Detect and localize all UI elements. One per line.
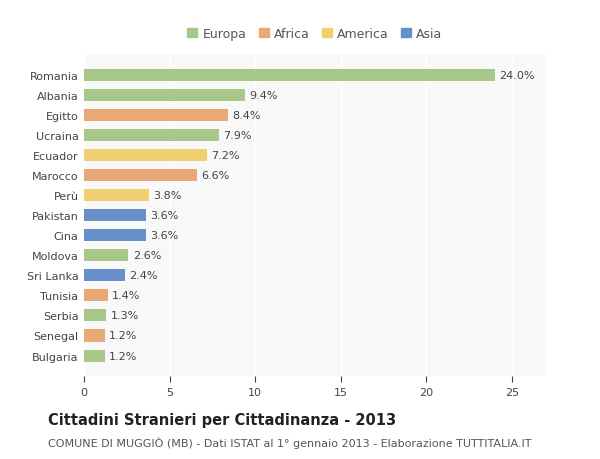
Text: 1.2%: 1.2%	[109, 331, 137, 341]
Bar	[84, 190, 149, 202]
Bar	[84, 210, 146, 222]
Bar	[84, 170, 197, 182]
Bar	[84, 130, 219, 142]
Bar	[84, 90, 245, 102]
Text: 24.0%: 24.0%	[499, 71, 535, 81]
Text: 7.2%: 7.2%	[211, 151, 240, 161]
Text: 3.6%: 3.6%	[150, 231, 178, 241]
Bar	[84, 350, 104, 362]
Bar	[84, 310, 106, 322]
Bar	[84, 150, 207, 162]
Bar	[84, 70, 494, 82]
Text: 8.4%: 8.4%	[232, 111, 260, 121]
Text: 3.6%: 3.6%	[150, 211, 178, 221]
Text: 7.9%: 7.9%	[223, 131, 252, 141]
Text: COMUNE DI MUGGIÒ (MB) - Dati ISTAT al 1° gennaio 2013 - Elaborazione TUTTITALIA.: COMUNE DI MUGGIÒ (MB) - Dati ISTAT al 1°…	[48, 436, 532, 448]
Text: 3.8%: 3.8%	[154, 191, 182, 201]
Legend: Europa, Africa, America, Asia: Europa, Africa, America, Asia	[182, 23, 448, 46]
Text: 1.4%: 1.4%	[112, 291, 140, 301]
Text: Cittadini Stranieri per Cittadinanza - 2013: Cittadini Stranieri per Cittadinanza - 2…	[48, 413, 396, 428]
Text: 1.3%: 1.3%	[110, 311, 139, 321]
Bar	[84, 270, 125, 282]
Bar	[84, 290, 108, 302]
Text: 2.6%: 2.6%	[133, 251, 161, 261]
Text: 9.4%: 9.4%	[249, 91, 278, 101]
Text: 1.2%: 1.2%	[109, 351, 137, 361]
Text: 2.4%: 2.4%	[130, 271, 158, 281]
Bar	[84, 230, 146, 242]
Bar	[84, 110, 228, 122]
Bar	[84, 330, 104, 342]
Bar	[84, 250, 128, 262]
Text: 6.6%: 6.6%	[201, 171, 229, 181]
